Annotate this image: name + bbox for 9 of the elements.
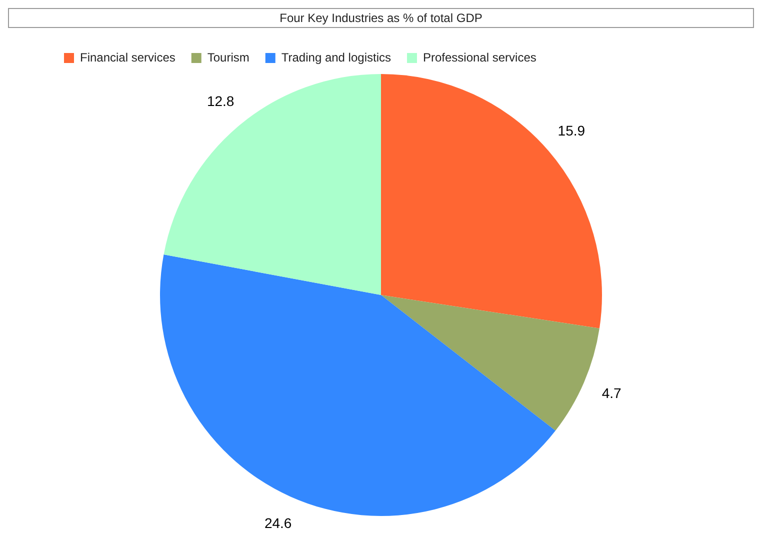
legend-label: Tourism — [207, 50, 250, 64]
data-label: 12.8 — [206, 92, 234, 109]
legend-label: Professional services — [422, 50, 536, 64]
chart-title: Four Key Industries as % of total GDP — [8, 8, 754, 28]
data-label: 4.7 — [602, 385, 622, 402]
legend-label: Financial services — [80, 50, 176, 64]
legend-label: Trading and logistics — [281, 50, 391, 64]
data-label: 24.6 — [264, 514, 292, 531]
data-label: 15.9 — [558, 122, 586, 138]
